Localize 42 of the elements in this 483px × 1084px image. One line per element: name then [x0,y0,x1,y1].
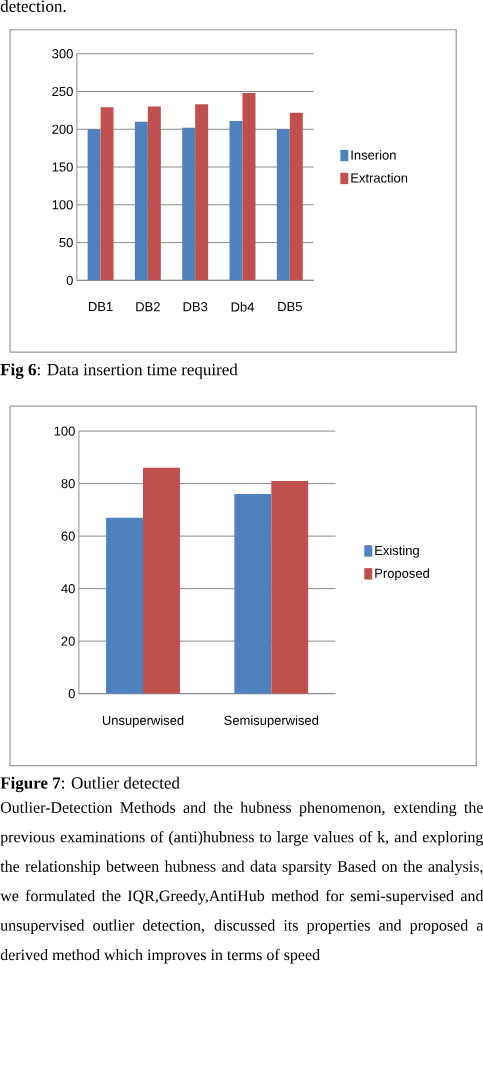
y-tick-label: 250 [52,86,73,97]
text: Outlier-Detection Methods and the hubness phenomenon, extending the previous examinations of (anti)hubness to large values of k, and exploring the relationship between hubness and data sparsity Based on the analysis, we formulated the IQR,Greedy,AntiHub method for semi-supervised and unsupervised outlier detection, discussed its properties and proposed a derived method which improves in terms of speed [0,801,483,964]
y-tick-label: 60 [61,531,75,541]
bar [234,494,272,694]
y-tick-label: 300 [52,49,73,59]
x-tick-label: Semisuperwised [224,715,318,728]
bar [105,517,143,694]
bar [100,107,114,281]
y-tick-label: 100 [52,200,73,210]
bar [276,129,290,281]
x-tick-label: DB3 [183,302,208,312]
text: detection. [0,0,66,13]
y-tick-label: 80 [61,479,75,489]
bar [182,127,195,281]
y-tick-label: 50 [59,237,73,248]
bar [87,129,101,281]
text: Figure 7: Outlier detected [0,776,180,793]
x-tick-label: DB2 [136,302,160,312]
x-tick-label: Db4 [231,302,254,312]
legend-label: Inserion [351,150,396,160]
bar [142,467,180,694]
bar [147,106,161,281]
y-tick-label: 20 [61,636,75,646]
bar [289,112,303,281]
y-tick-label: 200 [52,124,73,134]
legend-label: Proposed [375,568,429,581]
bar [194,104,208,281]
bar [242,93,256,281]
bar [134,121,148,281]
bar [229,120,243,281]
y-tick-label: 40 [61,584,75,594]
y-tick-label: 100 [54,426,75,436]
legend-label: Existing [375,545,419,558]
y-tick-label: 150 [52,162,73,172]
y-tick-label: 0 [66,275,73,285]
x-tick-label: DB1 [88,302,113,312]
x-tick-label: DB5 [278,302,302,312]
bar [271,480,309,694]
x-tick-label: Unsuperwised [102,715,184,728]
y-tick-label: 0 [68,689,75,699]
text: Fig 6: Data insertion time required [0,363,238,379]
legend-label: Extraction [351,173,407,183]
